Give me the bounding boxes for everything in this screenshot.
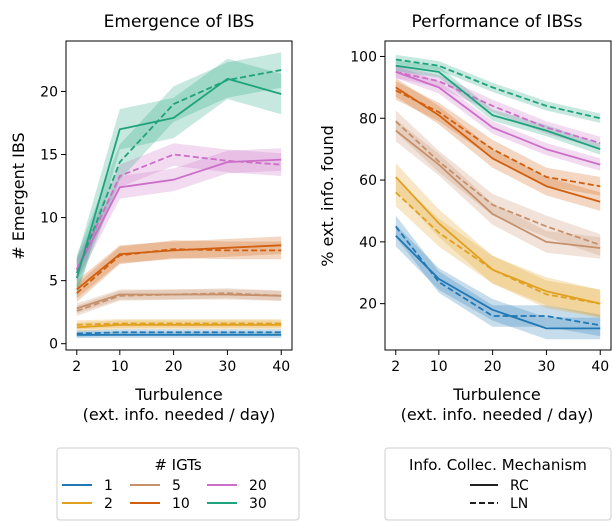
legend-entries: 1 2 5 10 20 30 (62, 478, 267, 512)
series-line-igt-30-ln (75, 69, 282, 274)
legend-title: # IGTs (154, 456, 202, 474)
x-tick-label: 10 (430, 359, 448, 375)
series-band-igt-2-ln (395, 178, 601, 318)
plot-area (65, 40, 293, 351)
series-line-igt-30-ln (395, 58, 601, 120)
x-tick-label: 20 (165, 359, 183, 375)
y-axis-label: % ext. info. found (318, 125, 337, 267)
y-tick-label: 20 (359, 297, 377, 313)
series-line-igt-10-ln (76, 248, 282, 294)
chart-performance-of-ibss: 2 10 20 30 40 20 40 60 80 100 Performance of IBSs… (318, 12, 612, 424)
y-tick-label: 100 (350, 49, 377, 65)
legend-box (384, 447, 612, 521)
x-tick-label: 40 (272, 359, 290, 375)
x-tick-label: 20 (484, 359, 502, 375)
y-tick-label: 40 (359, 235, 377, 251)
chart-title: Performance of IBSs (412, 12, 583, 32)
x-axis-label: Turbulence (ext. info. needed / day) (401, 385, 594, 424)
series-line-igt-2-rc (76, 323, 282, 329)
series-band-igt-30-rc (76, 58, 282, 299)
x-tick-label: 40 (591, 359, 609, 375)
series-band-igt-2-rc (395, 163, 601, 318)
series-band-igt-5-ln (76, 288, 282, 316)
series-line-igt-2-rc (395, 176, 601, 305)
y-tick-label: 15 (40, 148, 58, 164)
series-band-igt-10-rc (395, 78, 601, 211)
legend-igts: # IGTs 1 2 5 10 20 30 (56, 447, 300, 521)
y-tick-label: 60 (359, 173, 377, 189)
x-tick-label: 10 (111, 359, 129, 375)
series-band-igt-10-rc (76, 236, 282, 299)
legend-label-igt-5: 5 (172, 478, 181, 494)
x-axis-label: Turbulence (ext. info. needed / day) (83, 385, 276, 424)
band-layer (76, 52, 282, 338)
series-band-igt-20-rc (76, 148, 282, 282)
line-layer (395, 58, 601, 330)
series-line-igt-20-ln (75, 153, 282, 270)
legend-label-igt-2: 2 (104, 496, 113, 512)
y-tick-label: 5 (49, 274, 58, 290)
series-band-igt-20-rc (395, 65, 601, 171)
x-tick-label: 2 (391, 359, 400, 375)
legend-label-igt-20: 20 (249, 478, 267, 494)
series-line-igt-1-ln (395, 225, 601, 327)
chart-title: Emergence of IBS (104, 12, 255, 32)
series-line-igt-2-ln (76, 322, 282, 326)
series-band-igt-30-ln (76, 52, 282, 291)
series-line-igt-30-rc (395, 64, 601, 151)
legend-label-igt-10: 10 (172, 496, 190, 512)
series-line-igt-20-ln (395, 71, 601, 144)
series-line-igt-10-ln (395, 89, 601, 188)
x-tick-label: 30 (538, 359, 556, 375)
legend-entries: RC LN (470, 478, 529, 512)
series-line-igt-20-rc (395, 71, 601, 166)
series-line-igt-2-ln (395, 191, 601, 305)
series-line-igt-5-rc (395, 129, 601, 249)
y-tick-label: 20 (40, 84, 58, 100)
line-layer (75, 69, 282, 336)
y-tick-label: 0 (49, 337, 58, 353)
legend-label-igt-30: 30 (249, 496, 267, 512)
y-axis-label: # Emergent IBS (9, 132, 28, 259)
series-band-igt-20-ln (76, 143, 282, 281)
series-line-igt-30-rc (75, 77, 282, 279)
series-band-igt-5-rc (76, 289, 282, 314)
y-tick-label: 10 (40, 211, 58, 227)
chart-emergence-of-ibs: 2 10 20 30 40 0 5 10 15 20 Emergence of IBS # Eme… (9, 12, 293, 424)
series-line-igt-1-ln (76, 331, 282, 335)
x-tick-label: 2 (72, 359, 81, 375)
x-tick-label: 30 (219, 359, 237, 375)
series-band-igt-30-ln (395, 54, 601, 123)
y-tick-label: 80 (359, 111, 377, 127)
series-band-igt-10-ln (76, 240, 282, 303)
axis-layer: 2 10 20 30 40 20 40 60 80 100 (350, 49, 609, 375)
axis-layer: 2 10 20 30 40 0 5 10 15 20 (40, 84, 290, 375)
series-line-igt-5-ln (76, 292, 282, 312)
legend-label-ln: LN (510, 496, 528, 512)
legend-box (56, 447, 300, 521)
legend-mechanism: Info. Collec. Mechanism RC LN (384, 447, 612, 521)
series-line-igt-10-rc (76, 244, 282, 291)
series-line-igt-5-ln (395, 120, 601, 246)
legend-label-rc: RC (510, 478, 529, 494)
series-line-igt-20-rc (76, 158, 282, 271)
series-line-igt-10-rc (395, 86, 601, 203)
series-band-igt-5-ln (395, 110, 601, 256)
legend-label-igt-1: 1 (104, 478, 113, 494)
plot-area (384, 40, 612, 351)
series-band-igt-10-ln (395, 81, 601, 196)
series-band-igt-1-ln (395, 215, 601, 337)
legend-title: Info. Collec. Mechanism (409, 456, 587, 474)
